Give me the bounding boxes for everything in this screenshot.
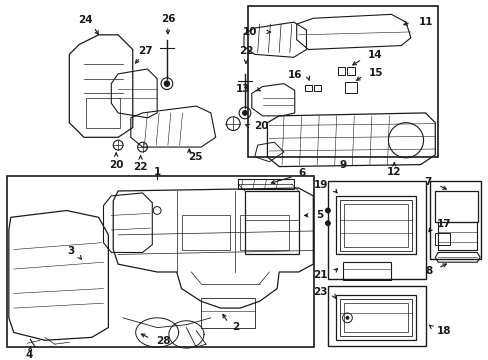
Text: 10: 10 bbox=[243, 27, 257, 37]
Text: 22: 22 bbox=[238, 46, 253, 57]
Bar bbox=[335, 196, 415, 255]
Text: 25: 25 bbox=[187, 152, 202, 162]
Text: 15: 15 bbox=[368, 68, 383, 78]
Bar bbox=[342, 262, 390, 280]
Bar bbox=[335, 296, 415, 340]
Bar bbox=[247, 5, 437, 157]
Circle shape bbox=[163, 81, 169, 86]
Text: 16: 16 bbox=[287, 70, 302, 80]
Text: 9: 9 bbox=[338, 159, 346, 170]
Bar bbox=[314, 85, 321, 91]
Text: 13: 13 bbox=[235, 85, 249, 94]
Text: 5: 5 bbox=[316, 210, 323, 220]
Circle shape bbox=[242, 110, 247, 116]
Text: 26: 26 bbox=[161, 14, 175, 24]
Bar bbox=[345, 82, 356, 93]
Bar bbox=[434, 191, 477, 222]
Text: 23: 23 bbox=[313, 288, 327, 297]
Bar bbox=[201, 298, 254, 328]
Bar bbox=[181, 215, 230, 249]
Bar bbox=[337, 67, 345, 75]
Bar bbox=[86, 98, 120, 127]
Text: 18: 18 bbox=[436, 325, 451, 336]
Bar bbox=[343, 303, 407, 333]
Bar bbox=[339, 299, 411, 336]
Bar bbox=[347, 67, 354, 75]
Text: 17: 17 bbox=[436, 219, 451, 229]
Bar bbox=[327, 181, 425, 279]
Bar bbox=[238, 179, 293, 189]
Bar bbox=[339, 200, 411, 251]
Text: 14: 14 bbox=[367, 50, 382, 60]
Bar bbox=[429, 181, 480, 259]
Text: 27: 27 bbox=[138, 46, 152, 57]
Bar bbox=[305, 85, 312, 91]
Bar bbox=[437, 222, 476, 249]
Text: 6: 6 bbox=[298, 168, 305, 179]
Circle shape bbox=[325, 208, 330, 213]
Text: 20: 20 bbox=[109, 159, 123, 170]
Text: 24: 24 bbox=[79, 15, 93, 25]
Text: 8: 8 bbox=[424, 266, 431, 276]
Text: 21: 21 bbox=[313, 270, 327, 280]
Bar bbox=[434, 233, 449, 245]
Text: 2: 2 bbox=[232, 321, 239, 332]
Circle shape bbox=[345, 316, 349, 320]
Text: 12: 12 bbox=[386, 167, 401, 177]
Text: 7: 7 bbox=[423, 177, 430, 187]
Circle shape bbox=[325, 220, 330, 226]
Bar bbox=[343, 204, 407, 247]
Text: 20: 20 bbox=[253, 121, 268, 131]
Bar bbox=[244, 191, 298, 255]
Text: 1: 1 bbox=[153, 167, 161, 177]
Text: 22: 22 bbox=[133, 162, 147, 172]
Bar bbox=[7, 176, 314, 347]
Text: 28: 28 bbox=[156, 336, 170, 346]
Text: 19: 19 bbox=[313, 180, 327, 190]
Text: 11: 11 bbox=[418, 17, 432, 27]
Bar bbox=[327, 285, 425, 346]
Bar bbox=[240, 215, 288, 249]
Text: 4: 4 bbox=[25, 350, 33, 360]
Text: 3: 3 bbox=[67, 246, 74, 256]
